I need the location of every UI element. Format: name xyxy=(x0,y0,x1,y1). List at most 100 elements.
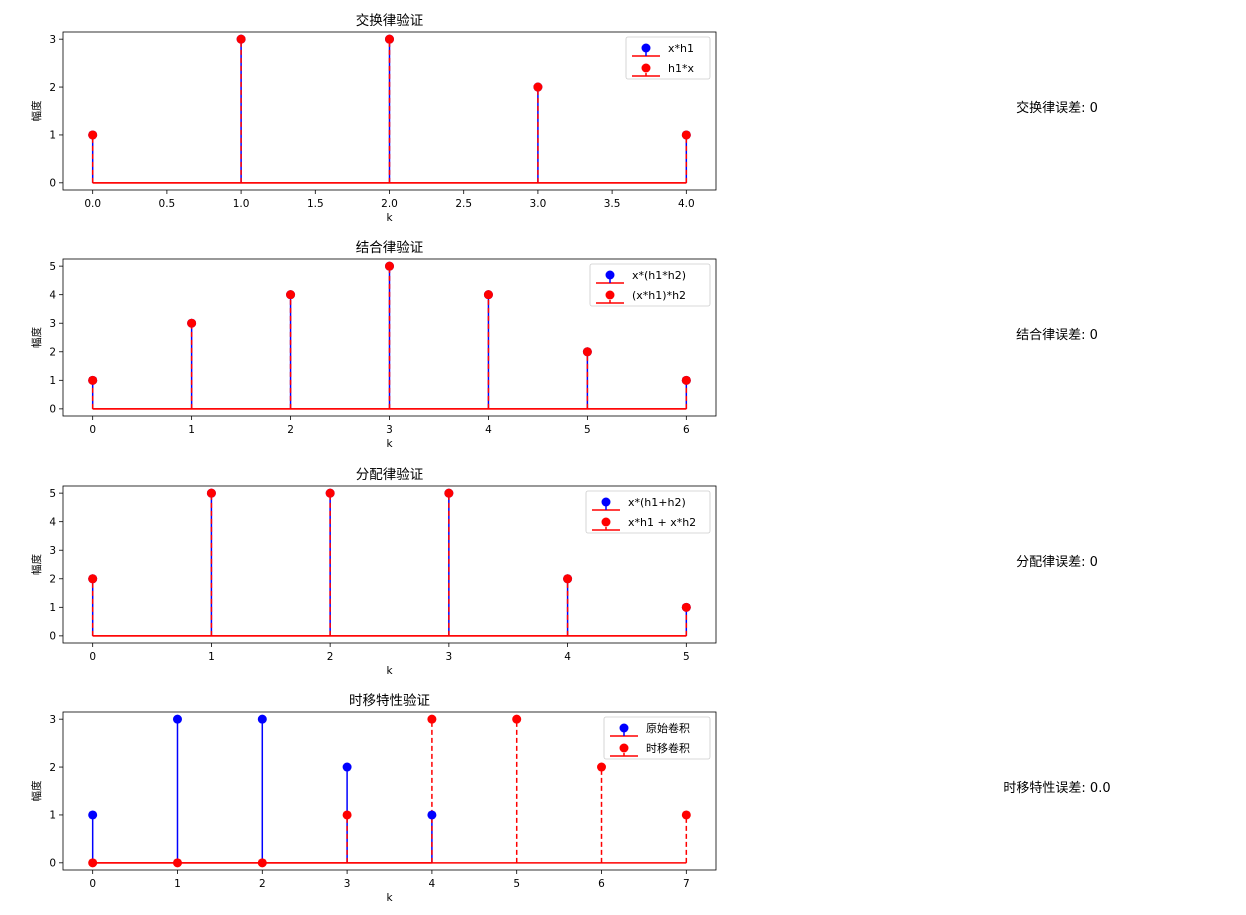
x-tick-label: 4.0 xyxy=(678,198,695,210)
x-tick-label: 2 xyxy=(259,878,266,890)
y-tick-label: 1 xyxy=(49,602,56,614)
y-tick-label: 0 xyxy=(49,404,56,416)
y-tick-label: 4 xyxy=(49,289,56,301)
data-point-marker xyxy=(444,488,454,498)
legend-marker-swatch xyxy=(619,743,629,753)
chart-panel-3: 分配律验证 0 1 2 3 4 5 0 1 2 3 4 5 k 幅度 x*(h1+h2) x*h1 + x*h2 xyxy=(30,467,717,677)
time-shift-error-text: 时移特性误差: 0.0 xyxy=(1003,781,1111,796)
data-point-marker xyxy=(187,318,197,328)
x-tick-label: 4 xyxy=(564,651,571,663)
y-tick-label: 2 xyxy=(49,762,56,774)
chart-panel-1: 交换律验证 0.0 0.5 1.0 1.5 2.0 2.5 3.0 3.5 4.0 0 1 2 3 k 幅度 x… xyxy=(30,12,717,224)
chart-title: 时移特性验证 xyxy=(349,693,430,709)
data-point-marker xyxy=(257,714,267,724)
x-axis-label: k xyxy=(386,438,393,450)
distributive-error-text: 分配律误差: 0 xyxy=(1016,555,1098,570)
data-point-marker xyxy=(325,488,335,498)
data-point-marker xyxy=(286,290,296,300)
y-tick-label: 3 xyxy=(49,318,56,330)
axes-frame xyxy=(62,485,717,644)
data-point-marker xyxy=(385,261,394,271)
legend-marker-swatch xyxy=(601,497,611,507)
x-tick-label: 3 xyxy=(344,878,351,890)
legend-entry-label: 原始卷积 xyxy=(646,721,690,735)
x-tick-label: 6 xyxy=(683,424,690,436)
data-point-marker xyxy=(172,714,182,724)
data-point-marker xyxy=(483,290,493,300)
x-tick-label: 1 xyxy=(188,424,195,436)
associative-error-text: 结合律误差: 0 xyxy=(1016,328,1098,343)
data-point-marker xyxy=(512,714,522,724)
chart-title: 交换律验证 xyxy=(356,12,424,29)
axes-frame xyxy=(62,258,717,417)
data-point-marker xyxy=(236,34,246,44)
legend: x*h1 h1*x xyxy=(625,36,711,80)
x-tick-label: 5 xyxy=(584,424,591,436)
data-point-marker xyxy=(88,375,98,385)
legend-marker-swatch xyxy=(619,723,629,733)
y-axis-label: 幅度 xyxy=(30,327,43,348)
legend-box xyxy=(603,716,711,760)
data-point-marker xyxy=(88,858,98,868)
data-point-marker xyxy=(563,574,573,584)
x-tick-label: 5 xyxy=(683,651,690,663)
x-tick-label: 2.0 xyxy=(381,198,398,210)
x-tick-label: 5 xyxy=(513,878,520,890)
axes-frame xyxy=(62,711,717,871)
legend-entry-label: x*h1 + x*h2 xyxy=(628,516,696,529)
x-tick-label: 3 xyxy=(386,424,393,436)
data-point-marker xyxy=(342,762,352,772)
y-axis-label: 幅度 xyxy=(30,780,43,801)
y-tick-label: 3 xyxy=(49,545,56,557)
y-axis-label: 幅度 xyxy=(30,100,43,121)
legend-entry-label: (x*h1)*h2 xyxy=(632,289,686,302)
x-tick-label: 4 xyxy=(485,424,492,436)
y-tick-label: 3 xyxy=(49,714,56,726)
legend: x*(h1*h2) (x*h1)*h2 xyxy=(589,263,711,307)
x-tick-label: 0.5 xyxy=(159,198,176,210)
legend-marker-swatch xyxy=(605,270,615,280)
legend-marker-swatch xyxy=(641,43,651,53)
x-tick-label: 4 xyxy=(429,878,436,890)
chart-title: 分配律验证 xyxy=(356,467,424,483)
x-tick-label: 2 xyxy=(327,651,334,663)
chart-title: 结合律验证 xyxy=(356,240,424,256)
y-tick-label: 4 xyxy=(49,516,56,528)
y-tick-label: 1 xyxy=(49,810,56,822)
legend-entry-label: h1*x xyxy=(668,62,694,75)
legend-box xyxy=(585,490,711,534)
data-point-marker xyxy=(681,375,691,385)
x-tick-label: 1.0 xyxy=(233,198,250,210)
x-tick-label: 3.5 xyxy=(604,198,621,210)
y-tick-label: 1 xyxy=(49,130,56,142)
data-point-marker xyxy=(88,574,98,584)
x-tick-label: 3.0 xyxy=(530,198,547,210)
x-tick-label: 0 xyxy=(89,878,96,890)
data-point-marker xyxy=(342,810,352,820)
data-point-marker xyxy=(427,810,437,820)
y-tick-label: 5 xyxy=(49,261,56,273)
axes-frame xyxy=(62,31,717,191)
legend-entry-label: x*h1 xyxy=(668,42,694,55)
data-point-marker xyxy=(385,34,394,44)
y-tick-label: 0 xyxy=(49,631,56,643)
legend-box xyxy=(589,263,711,307)
data-point-marker xyxy=(681,602,691,612)
chart-panel-2: 结合律验证 0 1 2 3 4 5 6 0 1 2 3 4 5 k 幅度 x*(h1*h2) (x*h1)*h2 xyxy=(30,240,717,450)
x-tick-label: 0 xyxy=(89,424,96,436)
y-tick-label: 2 xyxy=(49,574,56,586)
data-point-marker xyxy=(206,488,216,498)
y-tick-label: 3 xyxy=(49,34,56,46)
legend-entry-label: 时移卷积 xyxy=(646,741,690,755)
x-tick-label: 3 xyxy=(446,651,453,663)
y-tick-label: 0 xyxy=(49,858,56,870)
legend: x*(h1+h2) x*h1 + x*h2 xyxy=(585,490,711,534)
y-tick-label: 0 xyxy=(49,178,56,190)
x-tick-label: 7 xyxy=(683,878,690,890)
legend-marker-swatch xyxy=(641,63,651,73)
data-point-marker xyxy=(582,347,592,357)
x-tick-label: 0.0 xyxy=(84,198,101,210)
data-point-marker xyxy=(681,130,691,140)
